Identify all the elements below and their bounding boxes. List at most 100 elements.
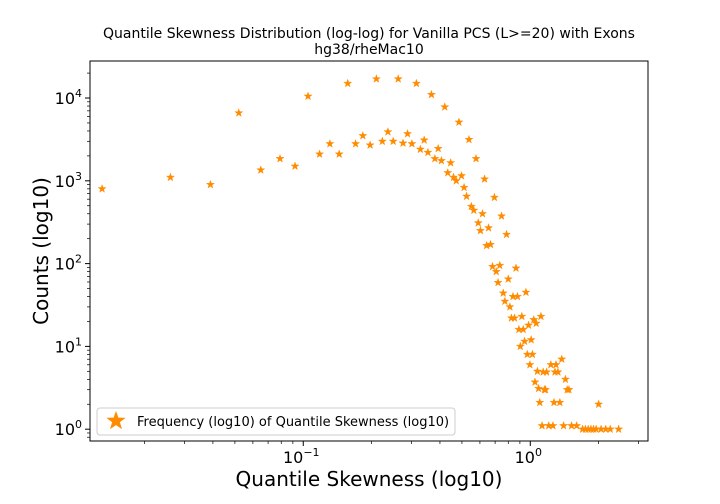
legend-box: [96, 407, 456, 436]
data-point: [383, 127, 393, 136]
legend-star-icon: [106, 410, 126, 430]
data-point: [483, 223, 494, 232]
data-point: [415, 144, 425, 154]
legend-label: Frequency (log10) of Quantile Skewness (…: [137, 415, 449, 430]
data-point: [572, 420, 582, 430]
data-point: [536, 311, 546, 321]
data-point: [275, 153, 285, 163]
data-point: [491, 266, 501, 276]
y-tick-label: 100: [55, 418, 82, 439]
data-point: [534, 383, 544, 393]
data-point: [388, 136, 398, 146]
data-point: [529, 314, 539, 324]
data-point: [448, 172, 459, 182]
data-point: [456, 170, 467, 180]
data-point: [524, 320, 534, 330]
data-point: [551, 359, 561, 369]
data-point: [515, 341, 525, 351]
data-point: [540, 384, 551, 394]
data-point: [351, 138, 361, 148]
x-axis-ticks: 10−1 100: [144, 441, 639, 467]
data-point: [495, 260, 505, 270]
data-point: [433, 143, 443, 153]
data-point: [503, 274, 513, 283]
data-point: [314, 149, 325, 159]
data-point: [521, 287, 531, 297]
data-point: [407, 138, 417, 148]
data-point: [334, 149, 344, 159]
chart-subtitle: hg38/rheMac10: [314, 42, 423, 58]
data-point: [605, 424, 615, 434]
data-point: [454, 117, 464, 127]
chart-title: Quantile Skewness Distribution (log-log)…: [103, 26, 635, 42]
data-point: [560, 374, 570, 384]
data-point: [511, 263, 521, 273]
data-point: [614, 424, 624, 434]
data-point: [564, 384, 574, 394]
legend: Frequency (log10) of Quantile Skewness (…: [96, 407, 456, 436]
data-point: [402, 128, 413, 138]
data-point: [443, 167, 453, 177]
data-point: [479, 174, 490, 183]
data-point: [530, 377, 540, 387]
data-point: [498, 288, 508, 298]
x-axis-label: Quantile Skewness (log10): [236, 467, 503, 491]
data-point: [436, 155, 446, 165]
data-point: [509, 313, 520, 322]
data-point: [426, 89, 437, 99]
data-point: [423, 147, 433, 157]
data-point: [485, 239, 496, 249]
data-point: [555, 397, 565, 407]
data-point: [531, 318, 541, 328]
data-point: [466, 201, 476, 211]
data-point: [475, 225, 485, 235]
data-point: [393, 74, 403, 83]
data-point: [489, 192, 499, 202]
legend-marker: [106, 410, 126, 430]
data-point: [165, 172, 176, 182]
data-point: [525, 359, 535, 369]
data-point: [527, 349, 537, 359]
data-point: [559, 420, 569, 430]
data-point: [553, 367, 563, 376]
data-point: [594, 399, 604, 409]
data-point: [343, 78, 353, 88]
data-point: [451, 175, 461, 185]
plot-frame: [89, 60, 649, 442]
data-point: [97, 184, 107, 193]
x-tick-label: 10−1: [283, 446, 320, 467]
data-point: [532, 366, 542, 376]
data-point: [477, 208, 488, 218]
data-point: [548, 420, 558, 430]
data-point: [542, 367, 552, 376]
y-tick-label: 104: [55, 87, 82, 108]
data-point: [325, 138, 335, 148]
data-point: [256, 165, 266, 174]
data-point: [461, 191, 472, 201]
data-point: [473, 218, 483, 227]
data-point: [459, 182, 469, 192]
y-tick-label: 101: [55, 335, 82, 356]
data-point: [303, 91, 313, 101]
data-point: [358, 130, 368, 140]
data-point: [526, 335, 536, 344]
data-point: [290, 161, 300, 171]
data-point: [371, 74, 381, 83]
scatter-markers: [97, 74, 624, 434]
y-tick-label: 102: [55, 253, 82, 274]
data-point: [234, 108, 244, 117]
data-point: [487, 261, 498, 271]
y-axis-ticks: 100 101 102 103 104: [55, 72, 90, 439]
data-point: [419, 135, 429, 145]
data-point: [411, 78, 421, 88]
data-point: [446, 158, 456, 167]
data-point: [493, 277, 503, 287]
data-point: [501, 229, 512, 239]
data-point: [430, 153, 440, 163]
data-point: [500, 296, 510, 306]
x-tick-label: 100: [515, 446, 542, 467]
data-point: [520, 336, 530, 346]
data-point: [365, 140, 375, 149]
data-point: [537, 420, 547, 430]
